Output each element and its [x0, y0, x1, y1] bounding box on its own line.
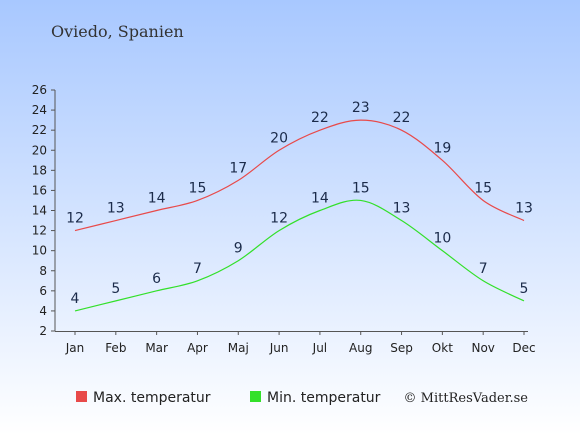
data-label-max: 19 — [433, 140, 451, 156]
y-tick-label: 6 — [39, 284, 47, 298]
x-tick-label: Sep — [390, 341, 413, 355]
data-label-min: 5 — [111, 281, 120, 297]
chart-title: Oviedo, Spanien — [51, 22, 184, 41]
series-line-min — [74, 199, 525, 312]
y-tick-label: 12 — [32, 224, 47, 238]
legend: Max. temperatur Min. temperatur — [76, 390, 381, 406]
data-label-min: 10 — [433, 231, 451, 247]
data-label-max: 22 — [393, 110, 411, 126]
chart-data-labels: 12 13 14 15 17 20 22 23 22 19 15 13 4 5 6 7 9 12 14 15 13 10 7… — [66, 100, 533, 307]
series-line-max — [74, 119, 525, 232]
x-tick-label: Feb — [105, 341, 126, 355]
data-label-min: 6 — [152, 271, 161, 287]
y-tick-label: 8 — [39, 264, 47, 278]
legend-label-min: Min. temperatur — [267, 390, 381, 406]
y-tick-label: 22 — [32, 123, 47, 137]
data-label-min: 13 — [393, 201, 411, 217]
data-label-min: 4 — [71, 291, 80, 307]
data-label-max: 22 — [311, 110, 329, 126]
data-label-max: 13 — [515, 201, 533, 217]
data-label-max: 20 — [270, 130, 288, 146]
y-tick-label: 10 — [32, 244, 47, 258]
data-label-max: 15 — [189, 180, 207, 196]
legend-swatch-max — [76, 391, 87, 402]
x-tick-label: Apr — [187, 341, 208, 355]
chart-series — [74, 119, 525, 312]
credit-text: © MittResVader.se — [404, 391, 529, 406]
y-tick-label: 14 — [32, 204, 47, 218]
data-label-min: 7 — [193, 261, 202, 277]
data-label-max: 12 — [66, 211, 84, 227]
x-tick-label: Mar — [145, 341, 168, 355]
data-label-min: 12 — [270, 211, 288, 227]
y-tick-label: 18 — [32, 163, 47, 177]
y-tick-label: 20 — [32, 143, 47, 157]
data-label-min: 9 — [234, 241, 243, 257]
x-tick-label: Jun — [269, 341, 289, 355]
x-tick-label: Aug — [349, 341, 372, 355]
data-label-max: 17 — [229, 160, 247, 176]
data-label-max: 15 — [474, 180, 492, 196]
x-tick-label: Maj — [228, 341, 249, 355]
y-tick-label: 24 — [32, 103, 47, 117]
legend-swatch-min — [250, 391, 261, 402]
x-tick-label: Jan — [65, 341, 85, 355]
x-tick-label: Jul — [312, 341, 327, 355]
data-label-max: 13 — [107, 201, 125, 217]
y-tick-label: 26 — [32, 83, 47, 97]
data-label-min: 5 — [520, 281, 529, 297]
y-tick-label: 16 — [32, 183, 47, 197]
legend-label-max: Max. temperatur — [93, 390, 211, 406]
x-tick-label: Okt — [432, 341, 453, 355]
data-label-max: 23 — [352, 100, 370, 116]
data-label-min: 15 — [352, 180, 370, 196]
x-tick-label: Nov — [471, 341, 494, 355]
x-tick-label: Dec — [512, 341, 535, 355]
y-tick-label: 2 — [39, 324, 47, 338]
y-tick-label: 4 — [39, 304, 47, 318]
data-label-max: 14 — [148, 191, 166, 207]
data-label-min: 7 — [479, 261, 488, 277]
data-label-min: 14 — [311, 191, 329, 207]
